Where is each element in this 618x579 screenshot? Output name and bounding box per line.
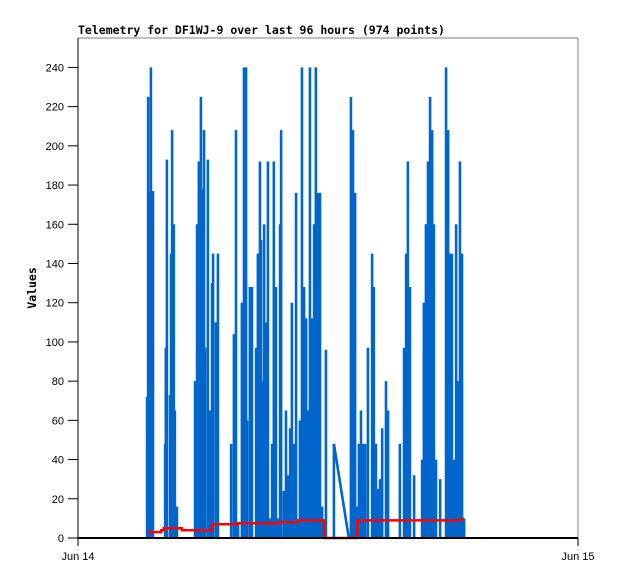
y-tick-label: 80 [52,376,64,388]
y-tick-label: 200 [46,141,64,153]
y-tick-label: 120 [46,298,64,310]
y-tick-label: 160 [46,219,64,231]
y-tick-label: 60 [52,415,64,427]
blue-series-segment [332,443,351,539]
y-axis-label: Values [25,267,39,309]
y-tick-label: 220 [46,102,64,114]
y-tick-label: 20 [52,494,64,506]
y-tick-label: 40 [52,455,64,467]
y-tick-label: 240 [46,62,64,74]
x-tick-label: Jun 14 [61,551,94,563]
y-tick-label: 180 [46,180,64,192]
x-tick-label: Jun 15 [561,551,594,563]
y-tick-label: 100 [46,337,64,349]
y-tick-label: 140 [46,258,64,270]
y-tick-label: 0 [58,533,64,545]
chart-title: Telemetry for DF1WJ-9 over last 96 hours… [78,23,445,37]
